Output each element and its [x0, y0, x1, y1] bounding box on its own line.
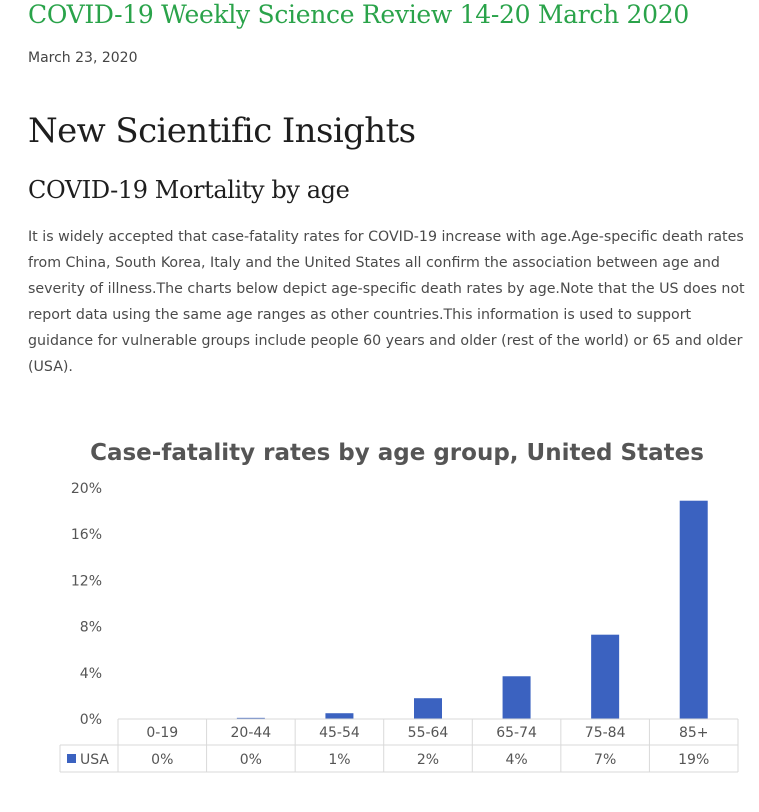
bar-series-usa: [236, 500, 708, 719]
case-fatality-chart: Case-fatality rates by age group, United…: [59, 440, 739, 773]
table-value: 7%: [594, 752, 616, 768]
table-value: 0%: [240, 752, 262, 768]
data-table: 0-19 0% 20-44 0% 45-54 1% 55-64 2% 65-74 4% 75-84 7…: [59, 718, 739, 773]
x-category-label: 75-84: [585, 725, 626, 741]
legend-swatch: [67, 754, 76, 763]
bar: [591, 634, 620, 719]
body-paragraph: It is widely accepted that case-fatality…: [28, 229, 745, 375]
x-category-label: 85+: [679, 725, 709, 741]
bar: [679, 500, 708, 719]
y-tick-label: 20%: [71, 481, 102, 497]
chart-title: Case-fatality rates by age group, United…: [90, 440, 704, 466]
section-heading: New Scientific Insights: [28, 111, 416, 151]
legend-label: USA: [80, 752, 109, 768]
x-category-label: 45-54: [319, 725, 360, 741]
x-category-label: 0-19: [146, 725, 178, 741]
y-tick-label: 0%: [80, 712, 102, 728]
table-value: 19%: [678, 752, 709, 768]
x-category-label: 55-64: [408, 725, 449, 741]
x-category-label: 20-44: [231, 725, 272, 741]
y-tick-label: 4%: [80, 666, 102, 682]
post-date: March 23, 2020: [28, 50, 138, 66]
table-value: 2%: [417, 752, 439, 768]
bar: [414, 698, 442, 719]
post-title[interactable]: COVID-19 Weekly Science Review 14-20 Mar…: [28, 0, 689, 29]
y-tick-label: 12%: [71, 573, 102, 589]
x-category-label: 65-74: [496, 725, 537, 741]
y-tick-label: 16%: [71, 527, 102, 543]
table-value: 4%: [505, 752, 527, 768]
y-tick-label: 8%: [80, 620, 102, 636]
bar: [325, 713, 354, 719]
y-axis: 0% 4% 8% 12% 16% 20%: [71, 481, 102, 728]
bar: [236, 717, 265, 719]
table-value: 0%: [151, 752, 173, 768]
section-subheading: COVID-19 Mortality by age: [28, 176, 350, 204]
table-value: 1%: [328, 752, 350, 768]
bar: [502, 676, 531, 719]
